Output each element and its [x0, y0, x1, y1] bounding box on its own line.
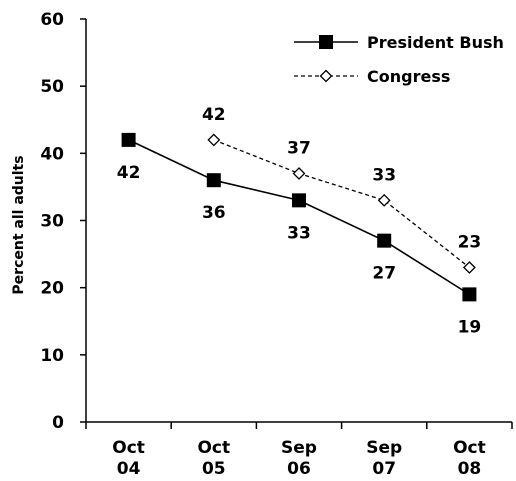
data-labels: 42 36 33 27 19 42 37 33 23 [117, 105, 481, 337]
x-tick-label-line: Oct [453, 438, 486, 458]
x-tick-label: Sep 07 [366, 438, 402, 479]
series-layer [121, 132, 477, 302]
y-axis-title: Percent all adults [11, 155, 27, 294]
data-point [377, 193, 391, 207]
data-point [206, 173, 221, 188]
data-point [292, 167, 306, 180]
data-point [207, 133, 221, 147]
x-tick-label-line: 04 [117, 459, 141, 479]
data-label: 23 [458, 233, 482, 253]
y-tick-label: 50 [40, 77, 64, 97]
legend-label: President Bush [367, 33, 504, 52]
data-label: 42 [202, 105, 226, 125]
data-label: 36 [202, 203, 226, 223]
data-label: 42 [117, 163, 141, 183]
legend: President Bush Congress [294, 33, 504, 86]
y-tick-label: 60 [40, 10, 64, 30]
legend-marker [319, 35, 333, 49]
series-line-1 [213, 139, 470, 269]
data-point [292, 193, 306, 208]
x-tick-label: Sep 06 [281, 438, 317, 479]
data-point [121, 132, 136, 147]
data-label: 37 [287, 138, 311, 158]
legend-marker [319, 69, 333, 83]
x-tick-label: Oct 05 [197, 438, 230, 479]
y-tick-label: 30 [40, 212, 64, 232]
series-line-0 [128, 139, 470, 296]
data-point [462, 261, 476, 274]
x-tick-label-line: Oct [197, 438, 230, 458]
data-label: 27 [372, 264, 396, 284]
y-tick-label: 0 [52, 413, 64, 433]
x-tick-label-line: 07 [372, 459, 396, 479]
x-tick-label-line: 08 [458, 459, 482, 479]
y-tick-label: 20 [40, 279, 64, 299]
x-tick-label-line: 06 [287, 459, 311, 479]
data-point [377, 233, 392, 248]
data-label: 19 [458, 317, 482, 337]
x-tick-label-line: Sep [281, 438, 317, 458]
x-tick-label: Oct 04 [112, 438, 145, 479]
y-tick-label: 40 [40, 144, 64, 164]
x-tick-label-line: 05 [202, 459, 226, 479]
data-label: 33 [372, 165, 396, 185]
x-tick-label-line: Oct [112, 438, 145, 458]
y-tick-label: 10 [40, 346, 64, 366]
x-tick-label: Oct 08 [453, 438, 486, 479]
x-tick-label-line: Sep [366, 438, 402, 458]
data-label: 33 [287, 223, 311, 243]
legend-label: Congress [367, 67, 450, 86]
data-point [462, 287, 477, 302]
